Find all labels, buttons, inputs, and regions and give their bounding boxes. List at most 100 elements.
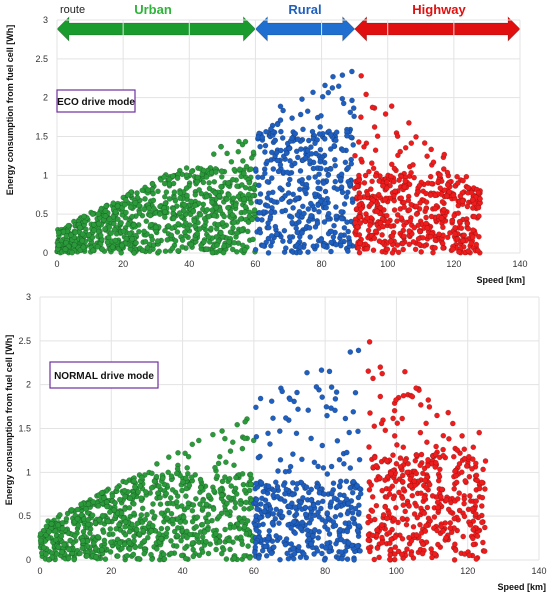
urban-point [149, 181, 156, 187]
urban-point [225, 494, 232, 501]
y-tick-label: 0.5 [35, 209, 48, 219]
urban-point [196, 187, 202, 193]
urban-point [224, 196, 230, 202]
urban-point [174, 466, 181, 472]
urban-point [170, 206, 177, 212]
rural-point [343, 194, 350, 200]
urban-point [108, 539, 114, 546]
urban-point [160, 551, 167, 558]
urban-point [37, 537, 44, 544]
urban-point [79, 231, 86, 237]
urban-point [154, 490, 161, 496]
highway-point [399, 478, 406, 485]
rural-point [277, 556, 283, 563]
urban-point [79, 545, 86, 552]
highway-point [476, 233, 482, 240]
urban-point [65, 222, 72, 229]
rural-point [347, 109, 354, 116]
highway-point [387, 238, 394, 244]
highway-point [399, 240, 406, 247]
rural-point [294, 480, 301, 487]
urban-point [131, 501, 137, 507]
highway-point [382, 477, 388, 483]
rural-point [289, 115, 295, 121]
urban-point [109, 244, 116, 250]
urban-point [223, 556, 230, 562]
y-tick-label: 0 [26, 555, 31, 565]
rural-point [305, 174, 312, 181]
urban-point [231, 524, 237, 530]
rural-point [343, 478, 350, 485]
highway-point [402, 144, 409, 151]
urban-point [199, 505, 206, 512]
urban-point [158, 525, 165, 532]
highway-point [444, 169, 451, 176]
highway-point [370, 165, 377, 172]
urban-point [203, 193, 210, 200]
urban-point [172, 238, 179, 244]
urban-point [151, 513, 158, 520]
rural-point [282, 245, 289, 251]
urban-point [205, 511, 212, 518]
highway-point [469, 466, 475, 472]
urban-point [198, 242, 204, 249]
urban-point [183, 493, 189, 499]
highway-point [356, 201, 363, 208]
highway-point [471, 213, 478, 220]
urban-point [221, 213, 227, 220]
highway-point [469, 196, 476, 203]
x-tick-label: 20 [106, 566, 116, 576]
urban-point [159, 475, 166, 482]
highway-point [396, 177, 402, 183]
highway-point [473, 241, 480, 248]
highway-point [364, 245, 371, 252]
rural-point [315, 499, 322, 506]
urban-point [77, 224, 83, 231]
urban-point [139, 474, 145, 481]
urban-point [123, 209, 129, 216]
highway-point [470, 526, 477, 533]
highway-point [392, 478, 399, 485]
urban-point [229, 439, 236, 446]
rural-point [307, 200, 314, 207]
urban-point [219, 219, 226, 226]
urban-point [122, 532, 129, 538]
highway-point [459, 433, 465, 439]
highway-point [482, 458, 489, 464]
highway-point [362, 172, 369, 179]
rural-point [322, 545, 329, 551]
highway-point [473, 511, 479, 517]
urban-point [145, 187, 151, 193]
rural-point [317, 124, 324, 130]
urban-point [219, 428, 225, 434]
x-tick-label: 0 [54, 259, 59, 269]
rural-point [322, 519, 329, 525]
rural-point [302, 155, 309, 161]
urban-point [150, 190, 156, 197]
highway-point [439, 486, 445, 493]
highway-point [370, 247, 377, 253]
rural-point [307, 157, 313, 164]
rural-point [305, 249, 311, 255]
urban-point [189, 441, 196, 448]
highway-point [389, 233, 396, 239]
rural-point [315, 509, 321, 516]
highway-point [440, 245, 446, 251]
urban-point [126, 504, 133, 511]
urban-point [248, 199, 254, 206]
rural-point [324, 510, 331, 516]
highway-point [366, 486, 373, 493]
urban-point [172, 197, 179, 204]
highway-point [398, 551, 405, 558]
rural-point [320, 465, 327, 471]
rural-point [265, 190, 272, 196]
urban-point [215, 221, 221, 228]
highway-point [399, 495, 406, 501]
highway-point [352, 152, 358, 159]
rural-point [290, 545, 297, 552]
urban-point [211, 488, 217, 494]
highway-point [396, 489, 402, 496]
highway-point [465, 225, 472, 232]
highway-point [368, 482, 375, 488]
urban-point [122, 493, 128, 500]
